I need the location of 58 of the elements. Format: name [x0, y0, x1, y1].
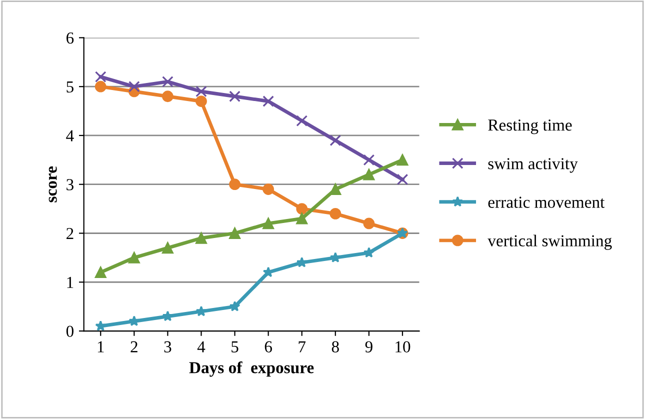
point [363, 247, 374, 258]
point [196, 232, 207, 244]
point [330, 134, 342, 146]
y-tick-label: 0 [66, 326, 74, 337]
point [296, 203, 308, 214]
point [229, 90, 240, 102]
point [128, 252, 140, 264]
legend-label: vertical swimming [488, 234, 612, 250]
point [196, 306, 207, 316]
x-tick-label: 7 [298, 341, 306, 352]
y-axis-title: score [48, 166, 57, 202]
point [363, 218, 375, 230]
point [330, 208, 342, 220]
x-tick-label: 1 [98, 341, 104, 352]
x-axis-title: Days of exposure [189, 361, 314, 377]
point [296, 256, 308, 268]
x-tick-label: 10 [396, 341, 410, 352]
x-tick-label: 3 [164, 341, 172, 352]
point [128, 80, 140, 92]
point [363, 168, 375, 180]
point [296, 212, 308, 224]
y-tick-label: 5 [66, 81, 74, 93]
y-tick-label: 2 [66, 228, 74, 240]
point [229, 228, 240, 239]
y-tick-label: 4 [66, 130, 74, 142]
x-tick-label: 2 [130, 341, 138, 352]
point [296, 115, 308, 127]
y-tick-label: 6 [66, 32, 74, 44]
y-tick-label: 1 [67, 276, 74, 288]
point [128, 316, 140, 326]
point [330, 184, 342, 195]
legend-label: Resting time [488, 119, 572, 134]
point [262, 184, 274, 195]
point [94, 80, 106, 92]
legend-label: swim activity [488, 158, 578, 173]
y-tick-label: 3 [66, 179, 74, 190]
point [162, 90, 174, 102]
point [162, 242, 174, 254]
point [229, 178, 240, 190]
point [396, 174, 408, 186]
point [94, 266, 106, 278]
x-tick-label: 4 [197, 341, 206, 352]
x-tick-label: 9 [365, 341, 372, 352]
point [94, 71, 106, 83]
point [162, 76, 174, 88]
point [363, 154, 375, 166]
point [396, 154, 408, 166]
point [196, 86, 207, 98]
point [262, 96, 274, 107]
point [330, 252, 341, 262]
x-tick-label: 6 [264, 341, 272, 352]
legend-label: erratic movement [488, 196, 605, 208]
point [196, 96, 207, 107]
point [95, 320, 106, 331]
x-tick-label: 5 [232, 341, 238, 352]
point [229, 300, 240, 312]
x-tick-label: 8 [332, 341, 339, 352]
point [262, 218, 274, 230]
